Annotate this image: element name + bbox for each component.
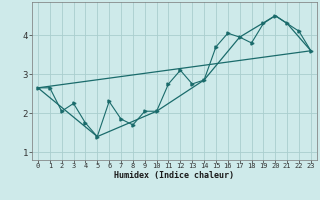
X-axis label: Humidex (Indice chaleur): Humidex (Indice chaleur)	[115, 171, 234, 180]
